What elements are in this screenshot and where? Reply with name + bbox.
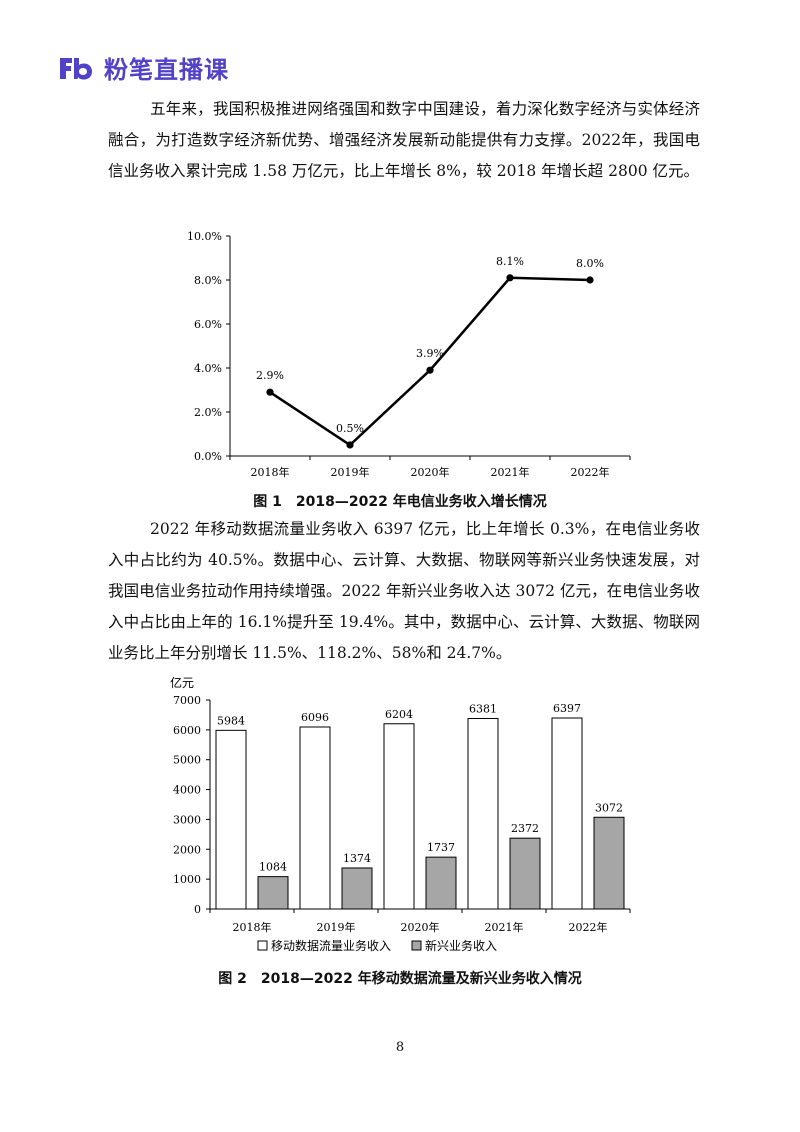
bar-value-label: 1084 xyxy=(259,861,287,874)
x-tick-label: 2018年 xyxy=(251,465,290,479)
x-tick-label: 2022年 xyxy=(569,920,608,934)
y-tick-label: 3000 xyxy=(173,813,201,826)
legend-swatch xyxy=(411,940,422,951)
bar-value-label: 6397 xyxy=(553,702,581,715)
bar-mobile-data xyxy=(467,717,499,910)
bar-value-label: 6204 xyxy=(385,708,413,721)
y-axis-unit: 亿元 xyxy=(170,675,194,690)
brand-name: 粉笔直播课 xyxy=(104,56,229,84)
paragraph-intro: 五年来，我国积极推进网络强国和数字中国建设，着力深化数字经济与实体经济融合，为打… xyxy=(108,100,700,180)
data-point xyxy=(426,366,434,374)
figure-1-caption: 图 1 2018—2022 年电信业务收入增长情况 xyxy=(253,494,547,510)
y-tick-label: 6.0% xyxy=(194,318,222,331)
bar-value-label: 6381 xyxy=(469,702,497,715)
paragraph-revenue: 2022 年移动数据流量业务收入 6397 亿元，比上年增长 0.3%，在电信业… xyxy=(108,520,700,662)
fb-logo-icon xyxy=(60,57,92,79)
data-point xyxy=(506,274,514,282)
data-label: 8.0% xyxy=(576,257,604,270)
data-label: 0.5% xyxy=(336,422,364,435)
bar-mobile-data xyxy=(299,726,331,910)
data-label: 3.9% xyxy=(416,347,444,360)
bar-mobile-data xyxy=(383,723,415,910)
y-tick-label: 0.0% xyxy=(194,450,222,463)
y-tick-label: 7000 xyxy=(173,694,201,707)
figure-2-caption: 图 2 2018—2022 年移动数据流量及新兴业务收入情况 xyxy=(218,971,582,987)
y-tick-label: 4000 xyxy=(173,784,201,797)
y-tick-label: 0 xyxy=(194,903,201,916)
x-tick-label: 2021年 xyxy=(491,465,530,479)
revenue-bar-chart: 亿元 0 1000 2000 3000 4000 5000 6000 7000 2018年 2019… xyxy=(170,675,631,953)
page-number: 8 xyxy=(395,1040,405,1055)
bar-emerging xyxy=(257,876,289,910)
bar-emerging xyxy=(593,816,625,910)
y-tick-label: 4.0% xyxy=(194,362,222,375)
legend-label: 移动数据流量业务收入 xyxy=(271,938,391,953)
data-point xyxy=(586,276,594,284)
y-tick-label: 5000 xyxy=(173,754,201,767)
data-point xyxy=(346,441,354,449)
data-label: 8.1% xyxy=(496,255,524,268)
y-tick-label: 2000 xyxy=(173,843,201,856)
bar-value-label: 6096 xyxy=(301,711,329,724)
growth-series-line xyxy=(269,276,591,447)
data-label: 2.9% xyxy=(256,369,284,382)
bar-value-label: 3072 xyxy=(595,801,623,814)
brand-logo: 粉笔直播课 xyxy=(58,50,229,85)
bar-value-label: 1737 xyxy=(427,841,455,854)
data-point xyxy=(266,388,274,396)
bar-mobile-data xyxy=(215,729,247,910)
x-tick-label: 2019年 xyxy=(331,465,370,479)
bar-mobile-data xyxy=(551,717,583,910)
growth-line-chart: 0.0% 2.0% 4.0% 6.0% 8.0% 10.0% 2018年 2019年 2020年… xyxy=(187,230,631,479)
y-tick-label: 1000 xyxy=(173,873,201,886)
bar-value-label: 2372 xyxy=(511,822,539,835)
x-tick-label: 2022年 xyxy=(571,465,610,479)
x-tick-label: 2021年 xyxy=(485,920,524,934)
y-tick-label: 2.0% xyxy=(194,406,222,419)
bar-emerging xyxy=(509,837,541,910)
x-tick-label: 2020年 xyxy=(411,465,450,479)
bar-emerging xyxy=(341,867,373,910)
y-tick-label: 8.0% xyxy=(194,274,222,287)
y-tick-label: 10.0% xyxy=(187,230,222,243)
bar-value-label: 5984 xyxy=(217,714,245,727)
legend-label: 新兴业务收入 xyxy=(425,938,497,953)
x-tick-label: 2018年 xyxy=(233,920,272,934)
x-tick-label: 2020年 xyxy=(401,920,440,934)
bar-value-label: 1374 xyxy=(343,852,371,865)
legend-swatch xyxy=(257,940,268,951)
x-tick-label: 2019年 xyxy=(317,920,356,934)
bar-emerging xyxy=(425,856,457,910)
y-tick-label: 6000 xyxy=(173,724,201,737)
